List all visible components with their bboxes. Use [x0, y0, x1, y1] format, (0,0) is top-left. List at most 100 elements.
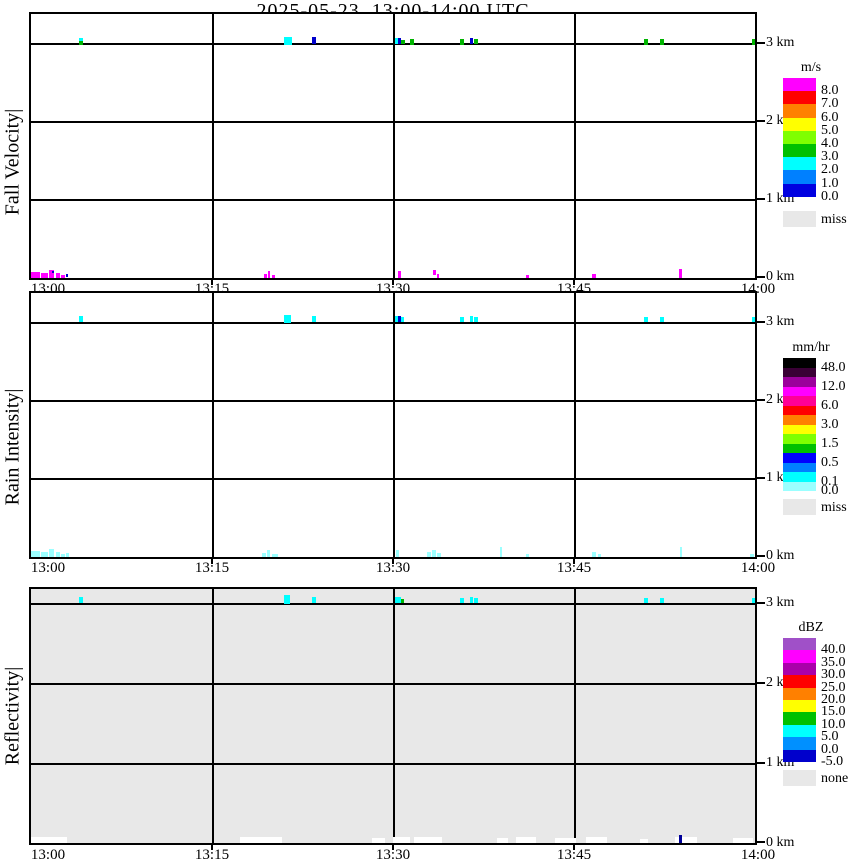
legend-color-band [783, 157, 816, 171]
data-point [474, 317, 478, 322]
data-point [31, 837, 67, 843]
data-point [432, 550, 436, 557]
data-point [398, 316, 401, 322]
data-point [586, 837, 607, 843]
data-point [41, 552, 48, 557]
data-point [52, 271, 54, 273]
data-point [427, 552, 431, 557]
legend-label: 8.0 [821, 83, 839, 99]
right-tick-0km [757, 276, 765, 278]
legend-color-band [783, 687, 816, 700]
data-point [372, 838, 385, 843]
legend-label: 0.1 [821, 473, 839, 489]
gridline-3km [31, 43, 755, 45]
y-tick-label: 3 km [766, 314, 795, 329]
data-point [79, 316, 83, 322]
legend-color-band [783, 183, 816, 197]
right-tick-0km [757, 841, 765, 843]
y-tick-label: 3 km [766, 35, 795, 50]
right-tick-3km [757, 321, 765, 323]
x-tick-label: 14:00 [740, 560, 776, 576]
legend-color-band [783, 662, 816, 676]
data-point [398, 38, 401, 44]
data-point [598, 554, 601, 557]
x-tick-label: 13:45 [556, 847, 592, 863]
data-point [592, 274, 596, 278]
gridline-2km [31, 121, 755, 123]
legend-label: 30.0 [821, 667, 846, 683]
legend-color-band [783, 712, 816, 725]
right-tick-2km [757, 399, 765, 401]
data-point [264, 274, 267, 278]
data-point [268, 271, 270, 278]
legend-label: 15.0 [821, 704, 846, 720]
data-point [401, 599, 404, 603]
legend-color-band [783, 144, 816, 158]
x-tick [211, 845, 213, 850]
legend-label: 1.0 [821, 175, 839, 191]
data-point [395, 597, 398, 603]
reflectivity-panel [29, 587, 757, 845]
colorbar-title-rain: mm/hr [792, 340, 830, 355]
data-point [272, 554, 278, 557]
gridline-2km [31, 400, 755, 402]
legend-color-band [783, 78, 816, 92]
rain-intensity-panel [29, 291, 757, 559]
legend-color-band [783, 396, 816, 406]
right-tick-1km [757, 762, 765, 764]
x-tick [392, 280, 394, 285]
gridline-13-15 [212, 589, 214, 843]
x-tick-label: 13:15 [194, 560, 230, 576]
right-tick-2km [757, 120, 765, 122]
data-point [750, 554, 754, 557]
data-point [398, 271, 401, 278]
data-point [644, 598, 648, 603]
data-point [414, 837, 442, 843]
legend-color-band [783, 650, 816, 663]
data-point [284, 315, 291, 323]
legend-label: 20.0 [821, 692, 846, 707]
legend-missing-band [783, 499, 816, 515]
data-point [660, 598, 664, 603]
gridline-13-30 [393, 293, 395, 557]
data-point [660, 39, 664, 45]
x-tick-label: 13:00 [30, 847, 66, 863]
data-point [497, 838, 508, 843]
fall-velocity-panel [29, 12, 757, 280]
data-point [640, 839, 648, 843]
legend-label: 5.0 [821, 122, 839, 138]
data-point [56, 273, 60, 278]
data-point [470, 316, 473, 322]
legend-color-band [783, 386, 816, 396]
legend-color-band [783, 117, 816, 131]
legend-color-band [783, 724, 816, 738]
data-point [56, 552, 60, 557]
data-point [752, 39, 755, 45]
data-point [284, 595, 290, 604]
x-tick-label: 13:15 [194, 847, 230, 863]
legend-color-band [783, 91, 816, 105]
legend-label: 12.0 [821, 378, 846, 394]
legend-label: 3.0 [821, 149, 839, 165]
data-point [312, 597, 316, 603]
data-point [61, 554, 65, 557]
data-point [644, 317, 648, 322]
data-point [31, 551, 40, 557]
data-point [49, 549, 54, 557]
legend-label: 6.0 [821, 397, 839, 413]
gridline-13-15 [212, 293, 214, 557]
data-point [680, 547, 682, 557]
right-tick-3km [757, 42, 765, 44]
data-point [267, 550, 270, 557]
legend-label: 3.0 [821, 416, 839, 432]
data-point [398, 597, 401, 603]
legend-label: 35.0 [821, 654, 846, 670]
legend-color-band [783, 415, 816, 425]
data-point [433, 270, 436, 275]
data-point [660, 317, 664, 322]
legend-missing-label: miss [821, 500, 847, 515]
data-point [272, 275, 275, 278]
legend-color-band [783, 424, 816, 434]
legend-missing-band [783, 210, 816, 227]
